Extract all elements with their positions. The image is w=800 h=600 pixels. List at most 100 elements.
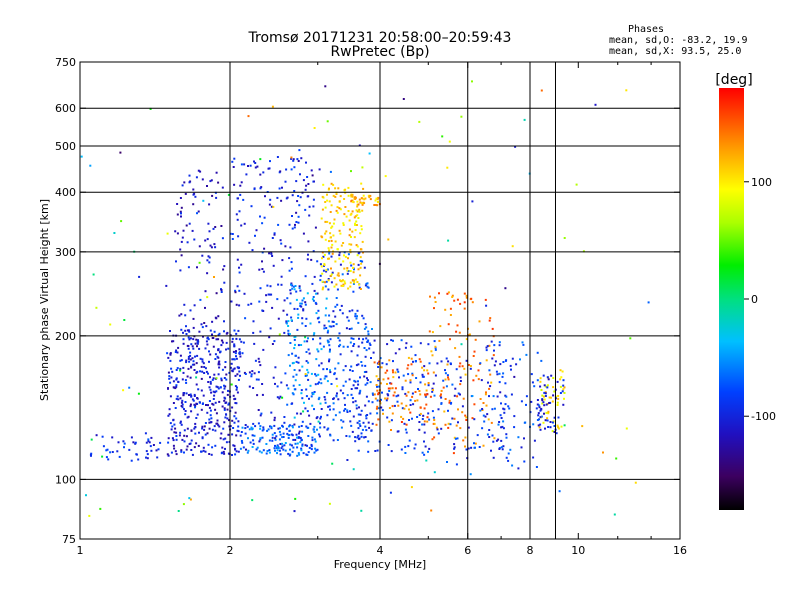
data-point	[293, 336, 296, 338]
data-point	[196, 341, 199, 344]
data-point	[300, 157, 303, 160]
data-point	[281, 436, 284, 439]
data-point	[490, 421, 493, 424]
data-point	[373, 339, 376, 342]
data-point	[504, 287, 507, 290]
data-point	[212, 403, 215, 406]
data-point	[214, 358, 217, 360]
data-point	[145, 456, 147, 459]
data-point	[440, 427, 443, 430]
data-point	[182, 342, 185, 345]
data-point	[349, 248, 352, 251]
data-point	[548, 402, 551, 404]
data-point	[214, 401, 217, 404]
data-point	[389, 491, 392, 494]
data-point	[364, 383, 367, 386]
data-point	[352, 337, 355, 340]
data-point	[322, 269, 325, 272]
data-point	[531, 381, 534, 384]
data-point	[205, 404, 207, 406]
data-point	[271, 343, 274, 345]
data-point	[325, 327, 328, 329]
data-point	[444, 423, 447, 426]
data-point	[200, 365, 203, 368]
data-point	[510, 393, 513, 396]
data-point	[336, 439, 339, 441]
data-point	[317, 398, 320, 401]
data-point	[240, 181, 243, 184]
data-point	[453, 443, 456, 446]
data-point	[286, 313, 289, 316]
data-point	[357, 321, 360, 324]
data-point	[252, 387, 255, 389]
data-point	[362, 251, 364, 254]
data-point	[615, 457, 618, 460]
data-point	[357, 252, 360, 255]
data-point	[231, 370, 234, 373]
data-point	[361, 364, 364, 367]
data-point	[175, 453, 178, 456]
data-point	[310, 443, 313, 446]
data-point	[356, 315, 358, 318]
data-point	[278, 438, 281, 441]
data-point	[461, 411, 464, 414]
data-point	[261, 309, 264, 312]
data-point	[306, 292, 309, 295]
phase-stats: Phases mean, sd,O: -83.2, 19.9 mean, sd,…	[609, 24, 747, 57]
data-point	[432, 416, 435, 419]
data-point	[206, 411, 209, 414]
data-point	[376, 204, 379, 207]
data-point	[220, 225, 223, 227]
data-point	[285, 322, 288, 325]
data-point	[328, 257, 330, 260]
data-point	[362, 194, 365, 197]
data-point	[511, 464, 514, 467]
data-point	[214, 316, 217, 319]
data-point	[304, 336, 307, 339]
data-point	[488, 429, 491, 431]
data-point	[287, 325, 290, 327]
data-point	[304, 188, 307, 191]
data-point	[350, 194, 353, 197]
data-point	[502, 420, 505, 423]
data-point	[294, 285, 297, 287]
data-point	[333, 218, 336, 221]
data-point	[536, 399, 539, 401]
data-point	[500, 426, 503, 429]
data-point	[306, 368, 309, 371]
data-point	[334, 240, 337, 243]
data-point	[197, 339, 199, 342]
data-point	[350, 199, 353, 202]
data-point	[179, 359, 182, 362]
data-point	[290, 261, 293, 264]
data-point	[213, 373, 216, 376]
data-point	[330, 182, 333, 185]
data-point	[196, 266, 198, 269]
data-point	[269, 327, 272, 330]
data-point	[289, 342, 292, 344]
data-point	[342, 420, 345, 423]
data-point	[358, 406, 360, 409]
data-point	[407, 356, 410, 359]
data-point	[192, 203, 195, 206]
data-point	[545, 411, 548, 414]
data-point	[281, 445, 284, 448]
data-point	[315, 358, 318, 361]
data-point	[546, 376, 549, 379]
data-point	[291, 450, 294, 453]
data-point	[542, 401, 545, 404]
data-point	[269, 425, 271, 428]
data-point	[296, 308, 299, 310]
data-point	[328, 187, 330, 190]
data-point	[367, 450, 370, 453]
data-point	[350, 365, 353, 368]
data-point	[322, 255, 325, 258]
data-point	[101, 435, 104, 438]
data-point	[181, 399, 184, 402]
data-point	[447, 376, 449, 379]
data-point	[414, 360, 417, 362]
data-point	[304, 303, 307, 306]
data-point	[542, 374, 545, 377]
data-point	[290, 433, 293, 436]
data-point	[346, 409, 349, 412]
